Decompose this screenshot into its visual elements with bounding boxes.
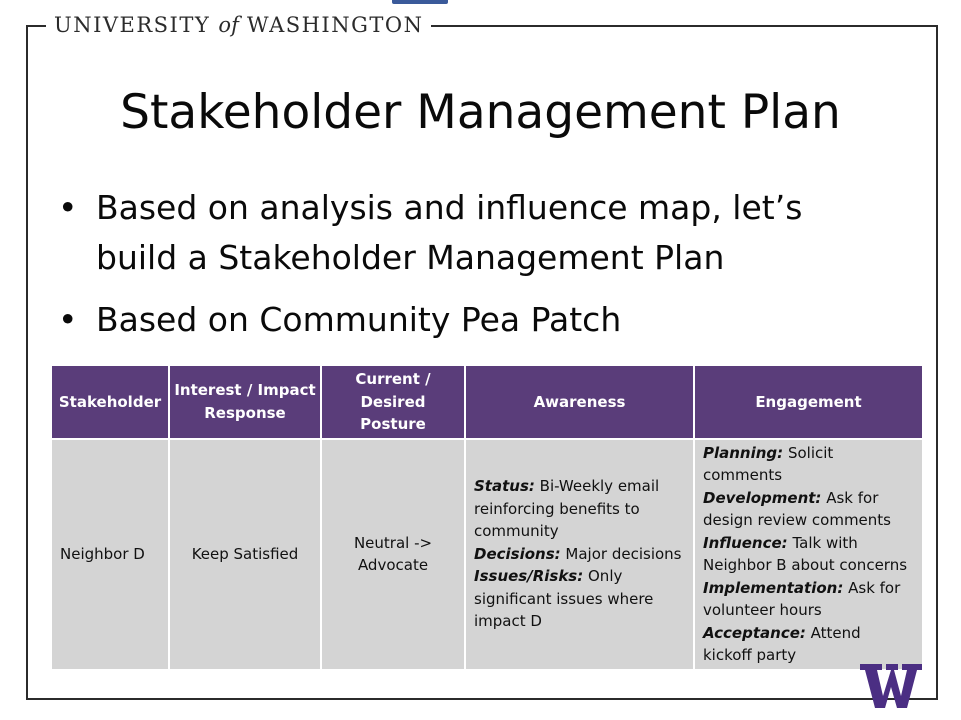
brand-of: of: [218, 13, 239, 37]
stakeholder-plan-table: Stakeholder Interest / Impact Response C…: [50, 364, 924, 671]
awareness-label: Status:: [474, 477, 535, 496]
engagement-text: Ask for volunteer hours: [703, 578, 901, 620]
bullet-item: • Based on analysis and influence map, l…: [58, 183, 858, 283]
engagement-item: Planning: Solicit comments: [703, 442, 914, 487]
engagement-label: Planning:: [703, 443, 784, 462]
engagement-item: Influence: Talk with Neighbor B about co…: [703, 532, 914, 577]
cell-interest: Keep Satisfied: [170, 439, 320, 669]
column-header-awareness: Awareness: [466, 366, 693, 438]
table-row: Neighbor D Keep Satisfied Neutral -> Adv…: [52, 439, 922, 669]
cell-posture: Neutral -> Advocate: [322, 439, 464, 669]
table-header-row: Stakeholder Interest / Impact Response C…: [52, 366, 922, 438]
cell-stakeholder: Neighbor D: [52, 439, 168, 669]
column-header-posture: Current / Desired Posture: [322, 366, 464, 438]
bullet-list: • Based on analysis and influence map, l…: [58, 183, 858, 345]
engagement-text: Talk with Neighbor B about concerns: [703, 533, 908, 575]
engagement-label: Influence:: [703, 533, 788, 552]
university-header: UNIVERSITY of WASHINGTON: [46, 10, 432, 40]
bullet-text: Based on analysis and influence map, let…: [96, 188, 803, 277]
awareness-label: Decisions:: [474, 544, 561, 563]
engagement-label: Development:: [703, 488, 822, 507]
cell-awareness: Status: Bi-Weekly email reinforcing bene…: [466, 439, 693, 669]
slide-title: Stakeholder Management Plan: [120, 85, 841, 140]
engagement-text: Attend kickoff party: [703, 623, 861, 665]
column-header-engagement: Engagement: [695, 366, 922, 438]
slide-frame: [26, 25, 938, 700]
cell-engagement: Planning: Solicit comments Development: …: [695, 439, 922, 669]
awareness-text: Major decisions: [565, 544, 682, 563]
bullet-dot-icon: •: [58, 188, 78, 227]
awareness-item: Decisions: Major decisions: [474, 543, 685, 566]
awareness-text: Only significant issues where impact D: [474, 567, 654, 631]
awareness-text: Bi-Weekly email reinforcing benefits to …: [474, 477, 660, 541]
engagement-text: Solicit comments: [703, 443, 834, 485]
bullet-text: Based on Community Pea Patch: [96, 300, 622, 339]
bullet-dot-icon: •: [58, 300, 78, 339]
engagement-label: Acceptance:: [703, 623, 806, 642]
engagement-label: Implementation:: [703, 578, 844, 597]
bullet-item: • Based on Community Pea Patch: [58, 295, 858, 345]
engagement-item: Acceptance: Attend kickoff party: [703, 622, 914, 667]
column-header-stakeholder: Stakeholder: [52, 366, 168, 438]
awareness-item: Status: Bi-Weekly email reinforcing bene…: [474, 475, 685, 543]
awareness-label: Issues/Risks:: [474, 567, 584, 586]
uw-w-logo-icon: [860, 664, 922, 708]
column-header-interest: Interest / Impact Response: [170, 366, 320, 438]
brand-washington: WASHINGTON: [247, 13, 424, 37]
engagement-item: Development: Ask for design review comme…: [703, 487, 914, 532]
engagement-text: Ask for design review comments: [703, 488, 891, 530]
awareness-item: Issues/Risks: Only significant issues wh…: [474, 565, 685, 633]
top-window-tab: [392, 0, 448, 4]
engagement-item: Implementation: Ask for volunteer hours: [703, 577, 914, 622]
brand-university: UNIVERSITY: [54, 13, 211, 37]
